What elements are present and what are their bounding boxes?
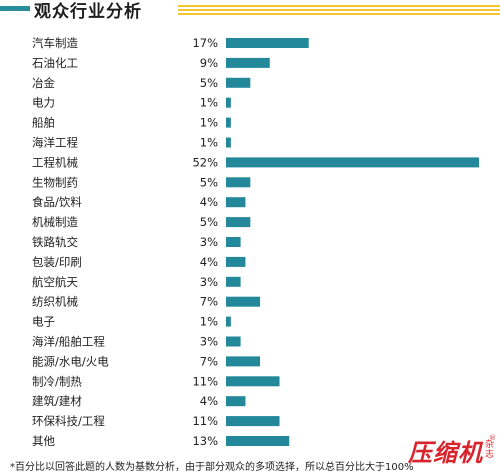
bar: [226, 376, 280, 387]
category-label: 纺织机械: [32, 295, 78, 309]
bar: [226, 416, 280, 427]
value-label: 5%: [200, 215, 218, 229]
category-label: 生物制药: [32, 175, 78, 189]
bar: [226, 217, 251, 228]
bar: [226, 117, 231, 128]
value-label: 1%: [200, 136, 218, 150]
category-label: 建筑/建材: [32, 394, 82, 408]
bar: [226, 157, 479, 168]
value-label: 52%: [192, 155, 218, 169]
category-label: 其他: [32, 434, 55, 448]
category-label: 航空航天: [32, 275, 78, 289]
page-title: 观众行业分析: [34, 2, 142, 22]
bar-chart: 汽车制造 17% 石油化工 9% 冶金 5% 电力 1% 船舶 1% 海洋工程 1% 工程机械 52% 生物…: [32, 36, 479, 448]
value-label: 5%: [200, 175, 218, 189]
category-label: 海洋/船舶工程: [32, 335, 105, 349]
bar: [226, 296, 261, 307]
bar: [226, 336, 241, 347]
category-label: 石油化工: [32, 56, 78, 70]
bar: [226, 256, 246, 267]
logo-sub-1: 杂: [484, 440, 494, 450]
category-label: 电子: [32, 315, 55, 329]
category-label: 工程机械: [32, 155, 78, 169]
brand-logo: 压缩机 杂 志 ®: [407, 430, 496, 470]
header-stripe-decoration: [178, 3, 500, 15]
bar: [226, 316, 231, 327]
logo-text: 压缩机: [407, 437, 483, 467]
bar: [226, 177, 251, 188]
value-label: 9%: [200, 56, 218, 70]
bar: [226, 57, 270, 68]
category-label: 冶金: [32, 76, 55, 90]
value-label: 11%: [192, 414, 218, 428]
value-label: 11%: [192, 374, 218, 388]
category-label: 环保科技/工程: [32, 414, 105, 428]
category-label: 制冷/制热: [32, 374, 82, 388]
logo-sub-2: 志: [484, 450, 494, 460]
bar: [226, 38, 309, 48]
bar: [226, 356, 261, 367]
bar: [226, 276, 241, 287]
value-label: 17%: [192, 36, 218, 50]
value-label: 3%: [200, 275, 218, 289]
bar: [226, 237, 241, 247]
footnote: *百分比以回答此题的人数为基数分析，由于部分观众的多项选择，所以总百分比大于10…: [10, 462, 414, 473]
value-label: 1%: [200, 96, 218, 110]
bar: [226, 137, 231, 148]
category-label: 铁路轨交: [32, 235, 78, 249]
value-label: 4%: [200, 394, 218, 408]
logo-subtext: 杂 志: [485, 440, 494, 460]
category-label: 机械制造: [32, 215, 78, 229]
bar: [226, 77, 251, 88]
value-label: 4%: [200, 255, 218, 269]
value-label: 3%: [200, 235, 218, 249]
category-label: 海洋工程: [32, 136, 78, 150]
category-label: 能源/水电/火电: [32, 354, 109, 368]
category-label: 电力: [32, 96, 55, 110]
bar: [226, 97, 231, 108]
value-label: 3%: [200, 335, 218, 349]
category-label: 食品/饮料: [32, 195, 82, 209]
value-label: 7%: [200, 354, 218, 368]
header: 观众行业分析: [0, 0, 500, 24]
header-accent-bar: [0, 6, 30, 11]
logo-registered-mark: ®: [489, 434, 496, 442]
value-label: 4%: [200, 195, 218, 209]
bar: [226, 396, 246, 407]
category-label: 包装/印刷: [32, 255, 82, 269]
value-label: 1%: [200, 116, 218, 130]
value-label: 5%: [200, 76, 218, 90]
category-label: 汽车制造: [32, 36, 78, 50]
category-label: 船舶: [32, 116, 55, 130]
value-label: 7%: [200, 295, 218, 309]
bar: [226, 197, 246, 208]
value-label: 13%: [192, 434, 218, 448]
bar: [226, 436, 290, 446]
value-label: 1%: [200, 315, 218, 329]
